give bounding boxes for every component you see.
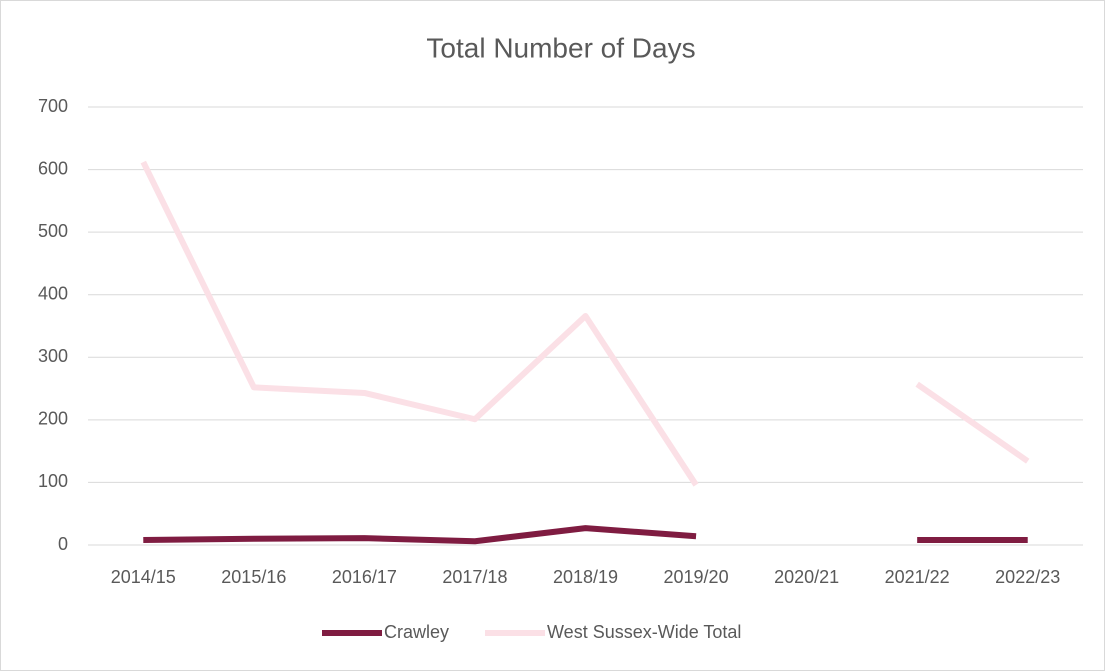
y-tick-label: 600 [38,158,68,178]
legend-label: West Sussex-Wide Total [547,622,741,642]
y-tick-label: 100 [38,471,68,491]
y-tick-label: 0 [58,534,68,554]
series-line [140,160,699,487]
y-tick-label: 200 [38,409,68,429]
x-tick-label: 2014/15 [111,567,176,587]
x-tick-label: 2015/16 [221,567,286,587]
y-tick-label: 400 [38,283,68,303]
x-tick-label: 2016/17 [332,567,397,587]
x-tick-label: 2018/19 [553,567,618,587]
x-tick-label: 2021/22 [885,567,950,587]
y-tick-label: 700 [38,96,68,116]
chart-title: Total Number of Days [426,32,695,63]
series-line [915,381,1030,464]
x-tick-label: 2022/23 [995,567,1060,587]
legend-label: Crawley [384,622,449,642]
x-tick-label: 2019/20 [664,567,729,587]
x-tick-label: 2017/18 [442,567,507,587]
series-line [143,525,697,545]
x-tick-label: 2020/21 [774,567,839,587]
y-tick-label: 300 [38,346,68,366]
y-tick-label: 500 [38,221,68,241]
